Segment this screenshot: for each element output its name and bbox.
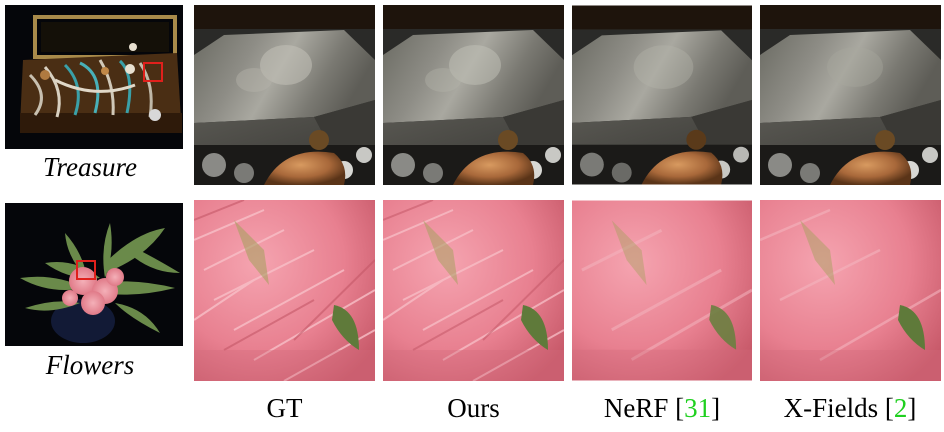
treasure-thumbnail [5, 5, 183, 149]
column-label-nerf: NeRF [31] [603, 393, 721, 423]
treasure-crop-image [383, 5, 564, 185]
treasure-crop-image [760, 5, 941, 185]
citation-ref[interactable]: 2 [893, 393, 908, 423]
flowers-crop-image [572, 200, 752, 381]
citation-ref[interactable]: 31 [684, 393, 712, 423]
flowers-crop-image [194, 200, 375, 381]
flowers-thumbnail [5, 203, 183, 346]
row-label-treasure: Treasure [42, 152, 137, 182]
row-label-flowers: Flowers [45, 350, 135, 380]
flowers-crop-ours [383, 200, 564, 381]
flowers-highlight-box [76, 260, 96, 280]
treasure-crop-image [194, 5, 375, 185]
treasure-crop-ours [383, 5, 564, 185]
flowers-scene-image [5, 203, 183, 346]
flowers-crop-image [383, 200, 564, 381]
column-label-ours: Ours [447, 393, 500, 423]
treasure-crop-xfields [760, 5, 941, 185]
treasure-crop-gt [194, 5, 375, 185]
flowers-crop-nerf [572, 200, 752, 381]
treasure-scene-image [5, 5, 183, 149]
flowers-crop-xfields [760, 200, 941, 381]
treasure-highlight-box [143, 62, 163, 82]
column-label-xfields: X-Fields [2] [783, 393, 917, 423]
treasure-crop-image [572, 5, 752, 185]
flowers-crop-image [760, 200, 941, 381]
treasure-crop-nerf [572, 5, 752, 185]
column-label-gt: GT [266, 393, 303, 423]
flowers-crop-gt [194, 200, 375, 381]
